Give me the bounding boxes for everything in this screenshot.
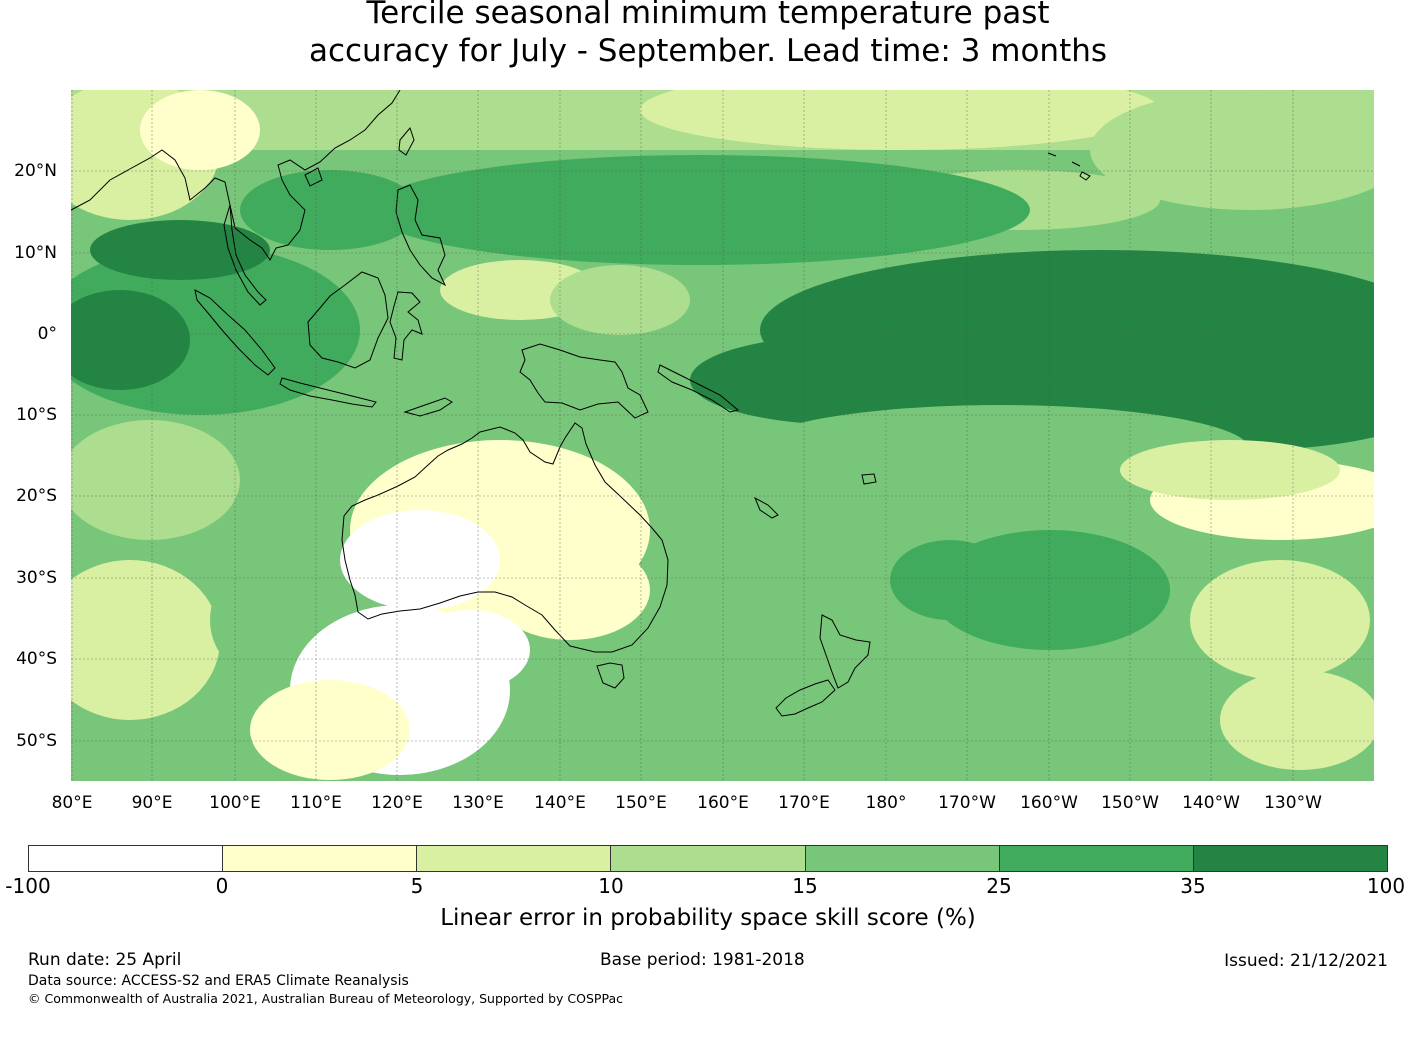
- colorbar-label: Linear error in probability space skill …: [440, 905, 976, 931]
- new-zealand-south-coastline: [775, 679, 836, 717]
- lat-tick-40s: 40°S: [16, 649, 57, 669]
- colorbar-segment-35-100: [1193, 846, 1387, 871]
- new-caledonia-coastline: [753, 496, 779, 519]
- lat-tick-10s: 10°S: [16, 405, 57, 425]
- colorbar-tick: 5: [410, 874, 424, 898]
- lon-tick-130w: 130°W: [1264, 793, 1322, 813]
- skill-region: [90, 220, 270, 280]
- lon-tick-80e: 80°E: [51, 793, 93, 813]
- colorbar-segment-15-25: [805, 846, 1000, 871]
- sulawesi-coastline: [389, 291, 423, 361]
- lat-tick-30s: 30°S: [16, 568, 57, 588]
- map-title-line-2: accuracy for July - September. Lead time…: [308, 33, 1108, 69]
- colorbar-tick: 25: [986, 874, 1012, 898]
- lon-tick-100e: 100°E: [209, 793, 261, 813]
- skill-region: [890, 540, 1010, 620]
- hawaii-coastline: [1047, 152, 1091, 181]
- colorbar-segment-neg100-0: [29, 846, 224, 871]
- base-period: Base period: 1981-2018: [600, 950, 805, 970]
- coastlines: [71, 90, 1091, 717]
- colorbar-tick: 0: [215, 874, 229, 898]
- skill-region: [370, 155, 1030, 265]
- lon-tick-150w: 150°W: [1101, 793, 1159, 813]
- lat-tick-50s: 50°S: [16, 731, 57, 751]
- skill-region: [340, 510, 500, 610]
- skill-region: [71, 560, 220, 720]
- skill-fields: [71, 90, 1374, 780]
- skill-region: [250, 680, 410, 780]
- lon-tick-170e: 170°E: [778, 793, 830, 813]
- skill-region: [71, 290, 190, 390]
- new-zealand-north-coastline: [819, 614, 871, 689]
- mainland-asia-coastline: [71, 90, 401, 261]
- gridlines: [71, 90, 1374, 781]
- lon-tick-120e: 120°E: [371, 793, 423, 813]
- lon-tick-170w: 170°W: [938, 793, 996, 813]
- skill-region: [210, 560, 330, 680]
- lon-tick-110e: 110°E: [290, 793, 342, 813]
- lon-tick-140e: 140°E: [534, 793, 586, 813]
- colorbar-tick: -100: [5, 874, 51, 898]
- fiji-coastline: [861, 473, 877, 485]
- lon-tick-180: 180°: [865, 793, 907, 813]
- map-title-line-1: Tercile seasonal minimum temperature pas…: [366, 0, 1050, 31]
- skill-region: [690, 335, 1010, 425]
- sumatra-coastline: [194, 289, 276, 376]
- lat-tick-20n: 20°N: [14, 161, 57, 181]
- solomon-islands-coastline: [657, 364, 740, 413]
- skill-region: [490, 540, 650, 640]
- skill-region: [140, 90, 260, 170]
- issued-date: Issued: 21/12/2021: [1224, 951, 1388, 971]
- lon-tick-90e: 90°E: [131, 793, 173, 813]
- skill-region: [1220, 670, 1374, 770]
- skill-region: [600, 460, 960, 640]
- run-date: Run date: 25 April: [28, 950, 182, 970]
- lat-tick-0: 0°: [37, 324, 57, 344]
- skill-region: [240, 170, 420, 250]
- java-coastline: [279, 377, 377, 408]
- data-source: Data source: ACCESS-S2 and ERA5 Climate …: [28, 973, 409, 989]
- lon-tick-160e: 160°E: [697, 793, 749, 813]
- skill-region: [71, 420, 240, 540]
- taiwan-coastline: [398, 126, 415, 156]
- lat-tick-10n: 10°N: [14, 243, 57, 263]
- malay-peninsula-coastline: [223, 204, 267, 306]
- australia-coastline: [341, 422, 669, 653]
- colorbar-tick: 100: [1366, 874, 1406, 898]
- lon-tick-150e: 150°E: [615, 793, 667, 813]
- philippines-coastline: [395, 184, 447, 287]
- tasmania-coastline: [596, 662, 625, 689]
- skill-score-map: [71, 90, 1374, 781]
- colorbar-tick: 10: [598, 874, 624, 898]
- colorbar-segment-0-5: [223, 846, 418, 871]
- borneo-coastline: [307, 271, 389, 369]
- copyright: © Commonwealth of Australia 2021, Austra…: [28, 991, 623, 1006]
- skill-region: [640, 90, 1160, 150]
- lon-tick-130e: 130°E: [452, 793, 504, 813]
- skill-region: [1090, 90, 1374, 210]
- colorbar-tick: 35: [1180, 874, 1206, 898]
- skill-region: [410, 610, 530, 690]
- hainan-coastline: [304, 167, 323, 187]
- colorbar: [28, 845, 1388, 872]
- colorbar-tick: 15: [792, 874, 818, 898]
- skill-region: [1190, 560, 1370, 680]
- colorbar-segment-10-15: [611, 846, 806, 871]
- new-guinea-coastline: [519, 343, 649, 419]
- colorbar-segment-5-10: [417, 846, 612, 871]
- lon-tick-140w: 140°W: [1182, 793, 1240, 813]
- lat-tick-20s: 20°S: [16, 486, 57, 506]
- skill-region: [550, 265, 690, 335]
- colorbar-segment-25-35: [999, 846, 1194, 871]
- skill-region: [1120, 440, 1340, 500]
- lon-tick-160w: 160°W: [1020, 793, 1078, 813]
- timor-coastline: [403, 397, 453, 417]
